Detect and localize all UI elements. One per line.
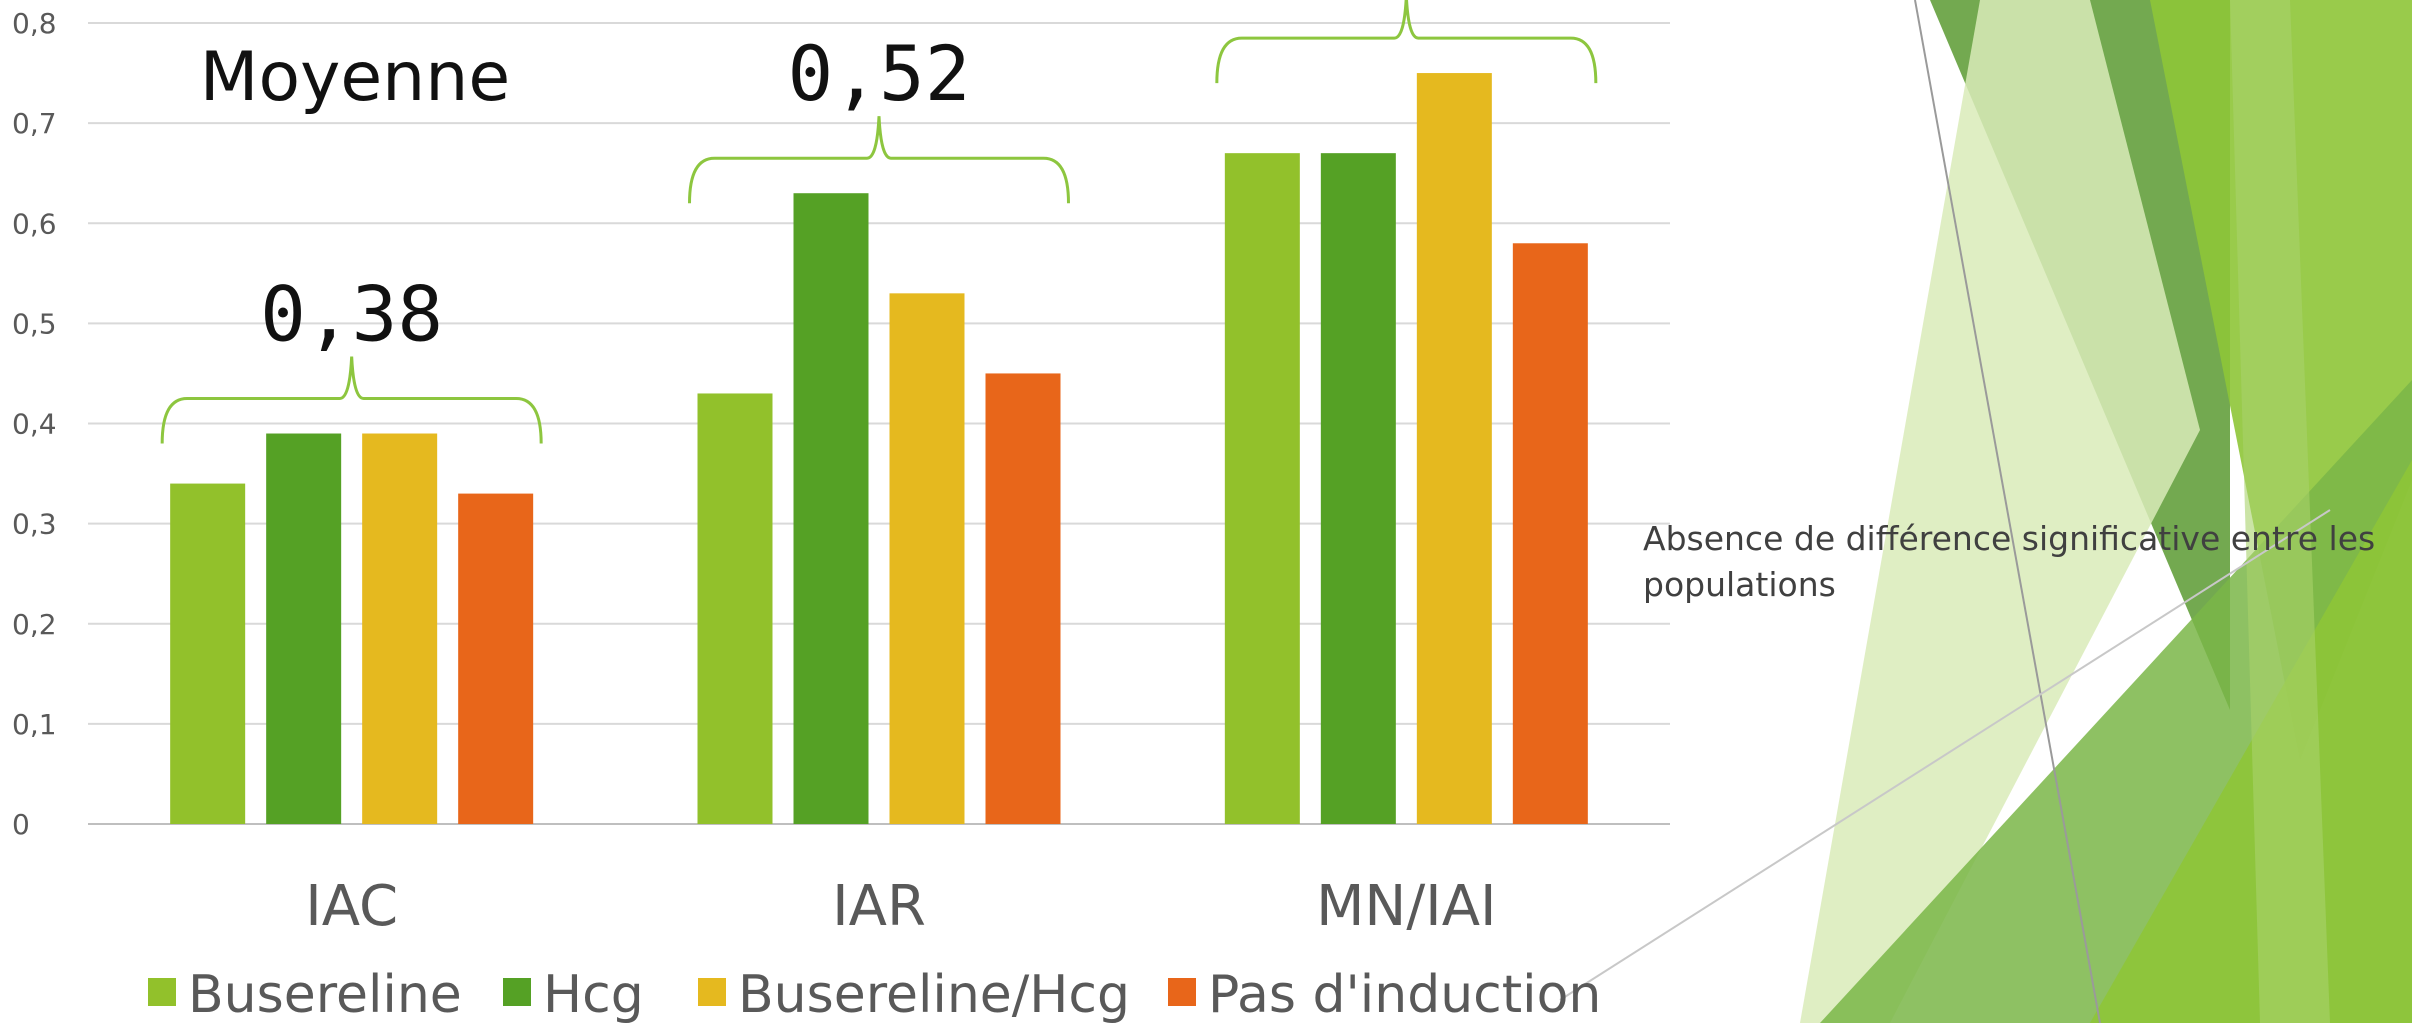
category-label: IAC	[305, 874, 398, 939]
deco-shape	[2230, 0, 2330, 1023]
bar-chart: 00,10,20,30,40,50,60,70,8 0,380,520,66 I…	[12, 0, 1670, 1023]
y-tick-label: 0,8	[12, 7, 57, 40]
bar	[889, 293, 965, 824]
bar	[170, 483, 246, 824]
legend-label: Busereline/Hcg	[738, 965, 1130, 1023]
deco-shape	[1800, 0, 2200, 1023]
y-tick-label: 0,7	[12, 107, 57, 140]
bars	[170, 73, 1588, 825]
bar	[1416, 73, 1492, 824]
legend-label: Hcg	[543, 965, 644, 1023]
bar	[1224, 153, 1300, 825]
legend-swatch	[1168, 978, 1196, 1006]
y-tick-label: 0,5	[12, 307, 57, 340]
mean-bracket	[688, 116, 1070, 204]
legend-swatch	[698, 978, 726, 1006]
bar	[458, 493, 534, 824]
deco-line	[1914, 0, 2101, 1023]
deco-shape	[2090, 460, 2412, 1023]
legend: Busereline Hcg Busereline/Hcg Pas d'inducti…	[148, 965, 1601, 1023]
bar	[793, 193, 869, 824]
bar	[1512, 243, 1588, 824]
y-axis-ticks: 0 0,1 0,2 0,3 0,4 0,5 0,6 0,7 0,8	[12, 7, 57, 841]
y-tick-label: 0,1	[12, 708, 57, 741]
y-tick-label: 0,4	[12, 408, 57, 441]
legend-label: Busereline	[188, 965, 462, 1023]
group-mean-label: 0,52	[787, 29, 970, 118]
category-labels: IAC IAR MN/IAI	[305, 874, 1496, 939]
category-label: MN/IAI	[1316, 874, 1496, 939]
bar	[1320, 153, 1396, 825]
y-tick-label: 0	[12, 808, 30, 841]
legend-label: Pas d'induction	[1208, 965, 1601, 1023]
legend-swatch	[148, 978, 176, 1006]
gridlines	[88, 22, 1670, 825]
bar	[362, 433, 438, 824]
legend-swatch	[503, 978, 531, 1006]
green-triangles	[1559, 0, 2412, 1023]
deco-line	[1559, 509, 2331, 1001]
y-tick-label: 0,6	[12, 207, 57, 240]
mean-bracket	[160, 356, 543, 444]
group-mean-label: 0,38	[260, 270, 443, 359]
bar	[985, 373, 1061, 824]
y-tick-label: 0,3	[12, 508, 57, 541]
category-label: IAR	[832, 874, 926, 939]
side-note: Absence de différence significative entr…	[1643, 519, 2376, 604]
mean-brackets: 0,380,520,66	[160, 0, 1598, 444]
mean-label: Moyenne	[200, 38, 510, 117]
bar	[697, 393, 773, 824]
mean-bracket	[1215, 0, 1598, 84]
bar	[266, 433, 342, 824]
y-tick-label: 0,2	[12, 608, 57, 641]
